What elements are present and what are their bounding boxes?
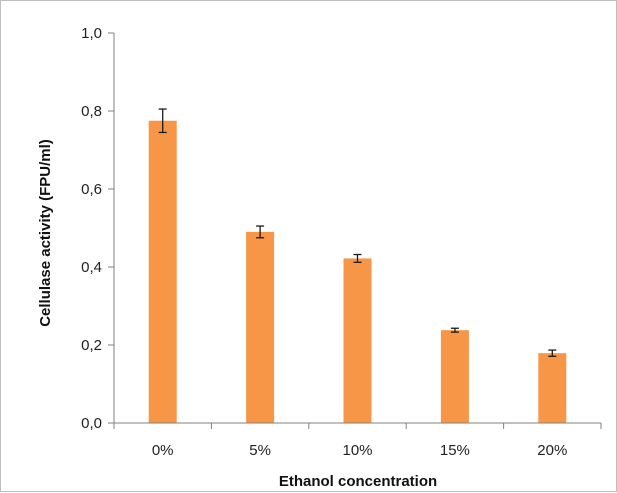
bar <box>246 231 275 423</box>
x-tick-label: 20% <box>537 442 567 459</box>
x-tick-label: 10% <box>342 442 372 459</box>
error-bar <box>353 253 362 263</box>
y-tick-label: 0,8 <box>81 103 102 120</box>
error-bar <box>158 108 167 134</box>
y-tick-label: 0,6 <box>81 181 102 198</box>
x-tick-label: 0% <box>152 442 174 459</box>
axes <box>113 33 601 424</box>
bar <box>538 353 567 423</box>
error-bar <box>450 327 459 333</box>
x-tick-label: 5% <box>249 442 271 459</box>
bars <box>148 120 567 423</box>
x-tick-label: 15% <box>440 442 470 459</box>
x-axis-ticks: 0% 5% 10% 15% 20% <box>113 423 602 459</box>
bar <box>343 258 372 423</box>
bar <box>148 120 177 423</box>
error-bars <box>158 108 557 357</box>
y-tick-label: 0,4 <box>81 259 102 276</box>
y-tick-label: 1,0 <box>81 25 102 42</box>
y-tick-label: 0,2 <box>81 337 102 354</box>
y-axis-ticks: 0,0 0,2 0,4 0,6 0,8 1,0 <box>81 25 114 432</box>
error-bar <box>256 225 265 239</box>
x-axis-title: Ethanol concentration <box>279 473 437 490</box>
y-axis-title: Cellulase activity (FPU/ml) <box>37 139 54 327</box>
error-bar <box>548 349 557 357</box>
y-tick-label: 0,0 <box>81 415 102 432</box>
bar <box>440 330 469 423</box>
